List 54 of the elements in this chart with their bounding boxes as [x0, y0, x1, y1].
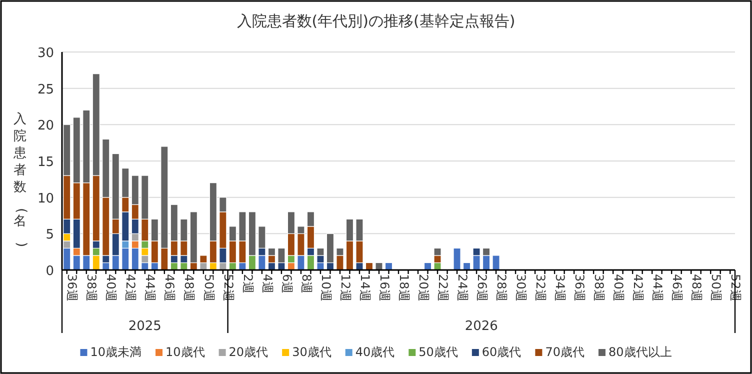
legend-label: 60歳代 [482, 345, 522, 359]
x-tick-label: 46週 [670, 274, 684, 302]
legend-label: 80歳代以上 [608, 345, 672, 359]
x-tick-label: 32週 [533, 274, 548, 302]
x-tick-label: 44週 [143, 274, 158, 302]
y-tick-label: 0 [46, 264, 54, 279]
x-tick-label: 38週 [592, 274, 606, 302]
x-tick-label: 50週 [202, 274, 216, 302]
legend-label: 10歳未満 [90, 345, 142, 359]
x-tick-label: 22週 [436, 274, 450, 302]
legend-label: 50歳代 [418, 345, 458, 359]
x-tick-label: 6週 [280, 274, 294, 294]
y-tick-label: 25 [37, 82, 54, 98]
x-tick-label: 24週 [455, 274, 470, 302]
legend-label: 10歳代 [166, 345, 205, 359]
legend-label: 20歳代 [228, 345, 268, 359]
x-tick-label: 8週 [299, 274, 314, 294]
x-tick-label: 28週 [494, 274, 508, 302]
y-tick-label: 10 [37, 191, 54, 206]
x-tick-label: 48週 [689, 274, 704, 302]
x-tick-label: 40週 [104, 274, 118, 302]
x-tick-label: 34週 [552, 274, 567, 302]
text: 2026 [464, 319, 498, 334]
text: 2025 [128, 319, 162, 334]
x-tick-label: 2週 [240, 274, 255, 294]
legend-label: 70歳代 [545, 345, 584, 359]
x-tick-label: 44週 [650, 274, 664, 302]
x-tick-label: 36週 [65, 274, 80, 302]
chart-title: 入院患者数(年代別)の推移(基幹定点報告) [236, 12, 516, 30]
legend-label: 30歳代 [292, 345, 332, 359]
x-tick-label: 14週 [358, 274, 372, 302]
x-tick-label: 12週 [338, 274, 352, 302]
y-tick-label: 20 [37, 118, 54, 134]
x-tick-label: 26週 [474, 274, 489, 302]
y-tick-label: 15 [37, 155, 54, 170]
y-tick-label: 5 [46, 228, 54, 243]
x-tick-label: 48週 [182, 274, 196, 302]
x-tick-label: 52週 [221, 274, 236, 302]
x-tick-label: 20週 [416, 274, 430, 302]
x-tick-label: 46週 [162, 274, 177, 302]
x-tick-label: 18週 [396, 274, 411, 302]
x-tick-label: 38週 [84, 274, 99, 302]
x-tick-label: 42週 [124, 274, 138, 302]
x-tick-label: 42週 [630, 274, 645, 302]
y-axis-title: 入院患者数(名) [12, 112, 28, 248]
x-tick-label: 16週 [377, 274, 392, 302]
x-tick-label: 36週 [572, 274, 586, 302]
x-tick-label: 4週 [260, 274, 274, 294]
x-tick-label: 40週 [611, 274, 626, 302]
x-tick-label: 50週 [708, 274, 723, 302]
x-tick-label: 10週 [318, 274, 333, 302]
x-tick-label: 30週 [514, 274, 528, 302]
y-tick-label: 30 [37, 46, 54, 61]
legend-label: 40歳代 [355, 345, 395, 359]
